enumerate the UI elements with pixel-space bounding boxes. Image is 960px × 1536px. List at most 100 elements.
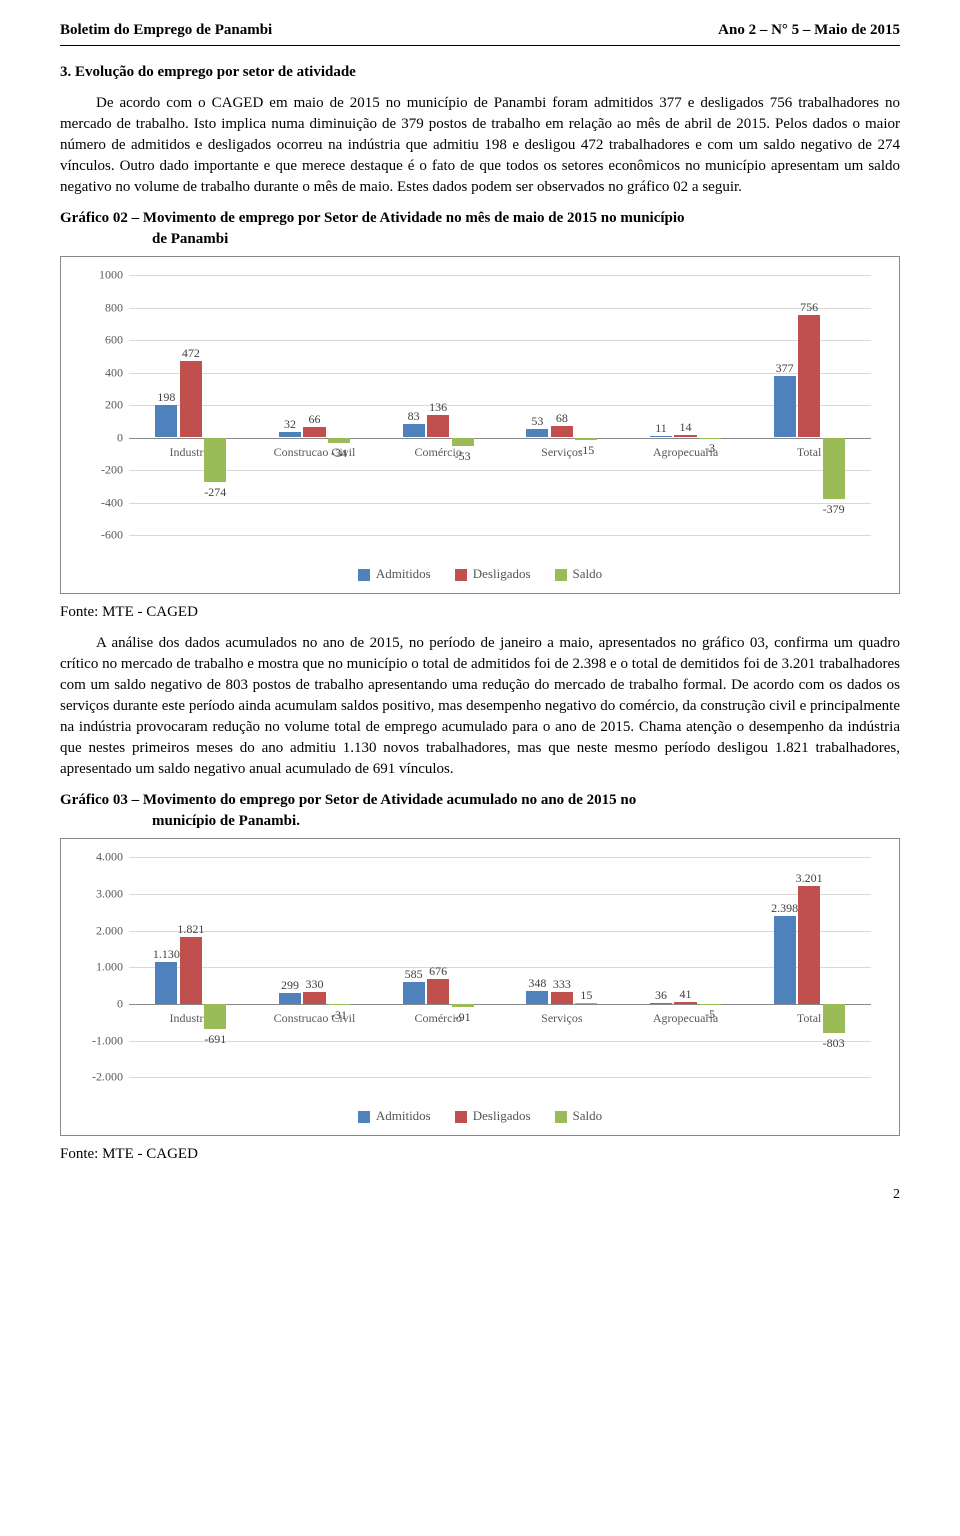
chart3-source: Fonte: MTE - CAGED [60, 1144, 900, 1165]
x-tick-label: Serviços [541, 1010, 582, 1027]
value-label: 15 [580, 987, 592, 1004]
value-label: 32 [284, 416, 296, 433]
y-tick-label: -200 [79, 462, 123, 479]
x-tick-label: Total [797, 444, 822, 461]
bar [155, 405, 177, 437]
y-tick-label: 400 [79, 364, 123, 381]
bar [403, 982, 425, 1003]
bar [303, 992, 325, 1004]
bar [452, 438, 474, 447]
bar [427, 415, 449, 437]
y-tick-label: 200 [79, 397, 123, 414]
value-label: 472 [182, 345, 200, 362]
bar [180, 361, 202, 438]
page-number: 2 [60, 1185, 900, 1205]
bar [204, 1004, 226, 1029]
bar [204, 438, 226, 483]
chart2-plot: -600-400-20002004006008001000Industria19… [79, 275, 881, 535]
value-label: 53 [531, 413, 543, 430]
chart3-title-line1: Gráfico 03 – Movimento do emprego por Se… [60, 792, 636, 808]
value-label: -34 [331, 445, 347, 462]
value-label: 136 [429, 399, 447, 416]
chart2-title-line1: Gráfico 02 – Movimento de emprego por Se… [60, 210, 685, 226]
bar [180, 937, 202, 1004]
chart-02: -600-400-20002004006008001000Industria19… [60, 256, 900, 594]
legend-admitidos: Admitidos [358, 565, 431, 583]
page-header: Boletim do Emprego de Panambi Ano 2 – N°… [60, 20, 900, 41]
bar [526, 429, 548, 438]
value-label: 83 [408, 408, 420, 425]
value-label: 1.821 [177, 921, 204, 938]
y-tick-label: 4.000 [79, 849, 123, 866]
bar [823, 1004, 845, 1033]
value-label: -31 [331, 1007, 347, 1024]
chart-03: -2.000-1.00001.0002.0003.0004.000Industr… [60, 838, 900, 1136]
chart3-title: Gráfico 03 – Movimento do emprego por Se… [60, 790, 900, 832]
bar [551, 992, 573, 1004]
y-tick-label: -400 [79, 494, 123, 511]
bar [452, 1004, 474, 1007]
chart3-title-line2: município de Panambi. [60, 811, 900, 832]
y-tick-label: 0 [79, 995, 123, 1012]
y-tick-label: 3.000 [79, 885, 123, 902]
value-label: 299 [281, 977, 299, 994]
section-title: 3. Evolução do emprego por setor de ativ… [60, 62, 900, 83]
bar [328, 1004, 350, 1005]
y-tick-label: 1.000 [79, 959, 123, 976]
value-label: 330 [306, 976, 324, 993]
value-label: 41 [680, 986, 692, 1003]
legend-desligados: Desligados [455, 565, 531, 583]
value-label: 1.130 [153, 946, 180, 963]
y-tick-label: 1000 [79, 267, 123, 284]
value-label: -3 [705, 440, 715, 457]
value-label: -691 [204, 1031, 226, 1048]
chart2-title: Gráfico 02 – Movimento de emprego por Se… [60, 208, 900, 250]
value-label: 585 [405, 966, 423, 983]
paragraph-1: De acordo com o CAGED em maio de 2015 no… [60, 93, 900, 198]
legend-desligados: Desligados [455, 1107, 531, 1125]
bar [155, 962, 177, 1003]
x-tick-label: Serviços [541, 444, 582, 461]
bar [823, 438, 845, 500]
bar [279, 993, 301, 1004]
value-label: 36 [655, 987, 667, 1004]
value-label: 348 [528, 975, 546, 992]
chart2-title-line2: de Panambi [60, 229, 900, 250]
bar [328, 438, 350, 444]
chart3-legend: Admitidos Desligados Saldo [79, 1107, 881, 1125]
value-label: 66 [309, 411, 321, 428]
bar [798, 315, 820, 438]
value-label: 198 [157, 389, 175, 406]
header-left: Boletim do Emprego de Panambi [60, 20, 272, 41]
bar [774, 916, 796, 1004]
bar [303, 427, 325, 438]
value-label: 756 [800, 299, 818, 316]
value-label: -379 [823, 501, 845, 518]
legend-admitidos: Admitidos [358, 1107, 431, 1125]
chart3-plot: -2.000-1.00001.0002.0003.0004.000Industr… [79, 857, 881, 1077]
y-tick-label: -600 [79, 527, 123, 544]
value-label: -53 [455, 448, 471, 465]
value-label: 333 [553, 976, 571, 993]
value-label: -5 [705, 1006, 715, 1023]
y-tick-label: 0 [79, 429, 123, 446]
chart2-source: Fonte: MTE - CAGED [60, 602, 900, 623]
header-right: Ano 2 – N° 5 – Maio de 2015 [718, 20, 900, 41]
value-label: -15 [578, 442, 594, 459]
legend-saldo: Saldo [555, 565, 603, 583]
value-label: -803 [823, 1035, 845, 1052]
chart2-legend: Admitidos Desligados Saldo [79, 565, 881, 583]
bar [774, 376, 796, 437]
value-label: -91 [455, 1009, 471, 1026]
bar [427, 979, 449, 1004]
value-label: 14 [680, 419, 692, 436]
bar [575, 438, 597, 440]
header-rule [60, 45, 900, 46]
value-label: 3.201 [796, 870, 823, 887]
bar [403, 424, 425, 437]
y-tick-label: 2.000 [79, 922, 123, 939]
value-label: 676 [429, 963, 447, 980]
value-label: 68 [556, 410, 568, 427]
y-tick-label: -2.000 [79, 1069, 123, 1086]
paragraph-2: A análise dos dados acumulados no ano de… [60, 633, 900, 780]
